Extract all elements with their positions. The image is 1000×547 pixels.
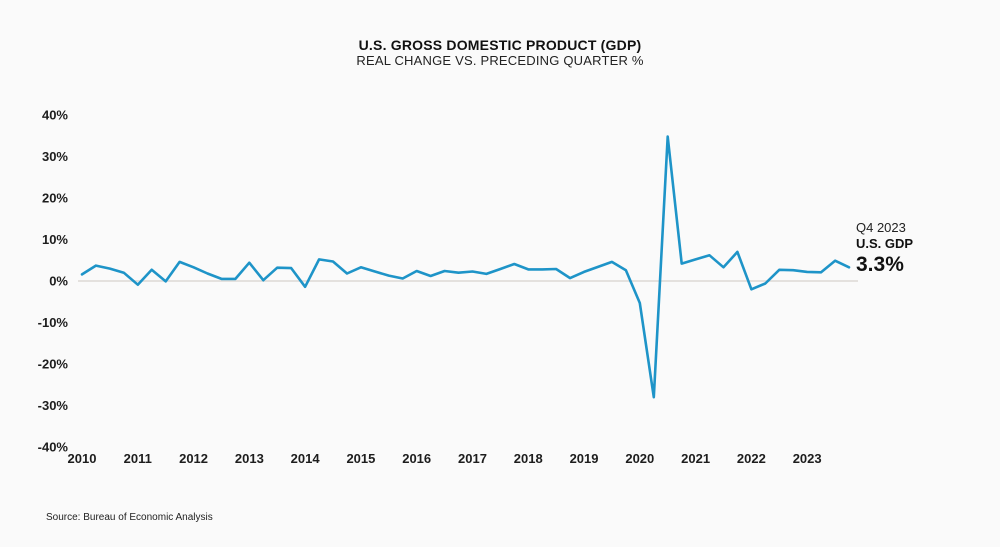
x-axis-tick-label: 2018 bbox=[514, 451, 543, 466]
x-axis-tick-label: 2019 bbox=[570, 451, 599, 466]
chart-subtitle: REAL CHANGE VS. PRECEDING QUARTER % bbox=[356, 53, 644, 69]
x-axis-tick-label: 2011 bbox=[124, 451, 152, 466]
y-axis-tick-label: 30% bbox=[42, 149, 68, 164]
annotation-period: Q4 2023 bbox=[856, 220, 906, 235]
latest-value-annotation: Q4 2023 U.S. GDP 3.3% bbox=[856, 220, 913, 276]
y-axis-tick-label: 0% bbox=[49, 274, 68, 289]
x-axis-tick-label: 2015 bbox=[346, 451, 375, 466]
y-axis-tick-label: 20% bbox=[42, 191, 68, 206]
x-axis-tick-label: 2017 bbox=[458, 451, 487, 466]
y-axis-tick-label: 10% bbox=[42, 232, 68, 247]
y-axis-tick-label: 40% bbox=[42, 108, 68, 123]
y-axis-tick-label: -30% bbox=[38, 398, 69, 413]
chart-title: U.S. GROSS DOMESTIC PRODUCT (GDP) bbox=[358, 37, 642, 53]
x-axis-tick-label: 2014 bbox=[291, 451, 321, 466]
x-axis-tick-label: 2022 bbox=[737, 451, 766, 466]
gdp-data-line bbox=[80, 135, 851, 399]
y-axis-tick-label: -20% bbox=[38, 357, 69, 372]
y-axis-tick-label: -10% bbox=[38, 315, 69, 330]
annotation-series-name: U.S. GDP bbox=[856, 235, 914, 251]
chart-header: U.S. GROSS DOMESTIC PRODUCT (GDP) REAL C… bbox=[0, 37, 1000, 69]
annotation-value: 3.3% bbox=[856, 253, 904, 277]
source-note: Source: Bureau of Economic Analysis bbox=[46, 512, 213, 523]
x-axis-tick-label: 2012 bbox=[179, 451, 208, 466]
x-axis-tick-label: 2010 bbox=[68, 451, 97, 466]
x-axis-tick-label: 2020 bbox=[625, 451, 654, 466]
y-axis-tick-label: -40% bbox=[38, 440, 69, 455]
x-axis-tick-label: 2021 bbox=[681, 451, 710, 466]
x-axis-tick-label: 2016 bbox=[402, 451, 431, 466]
x-axis-tick-label: 2013 bbox=[235, 451, 264, 466]
x-axis-tick-label: 2023 bbox=[793, 451, 822, 466]
